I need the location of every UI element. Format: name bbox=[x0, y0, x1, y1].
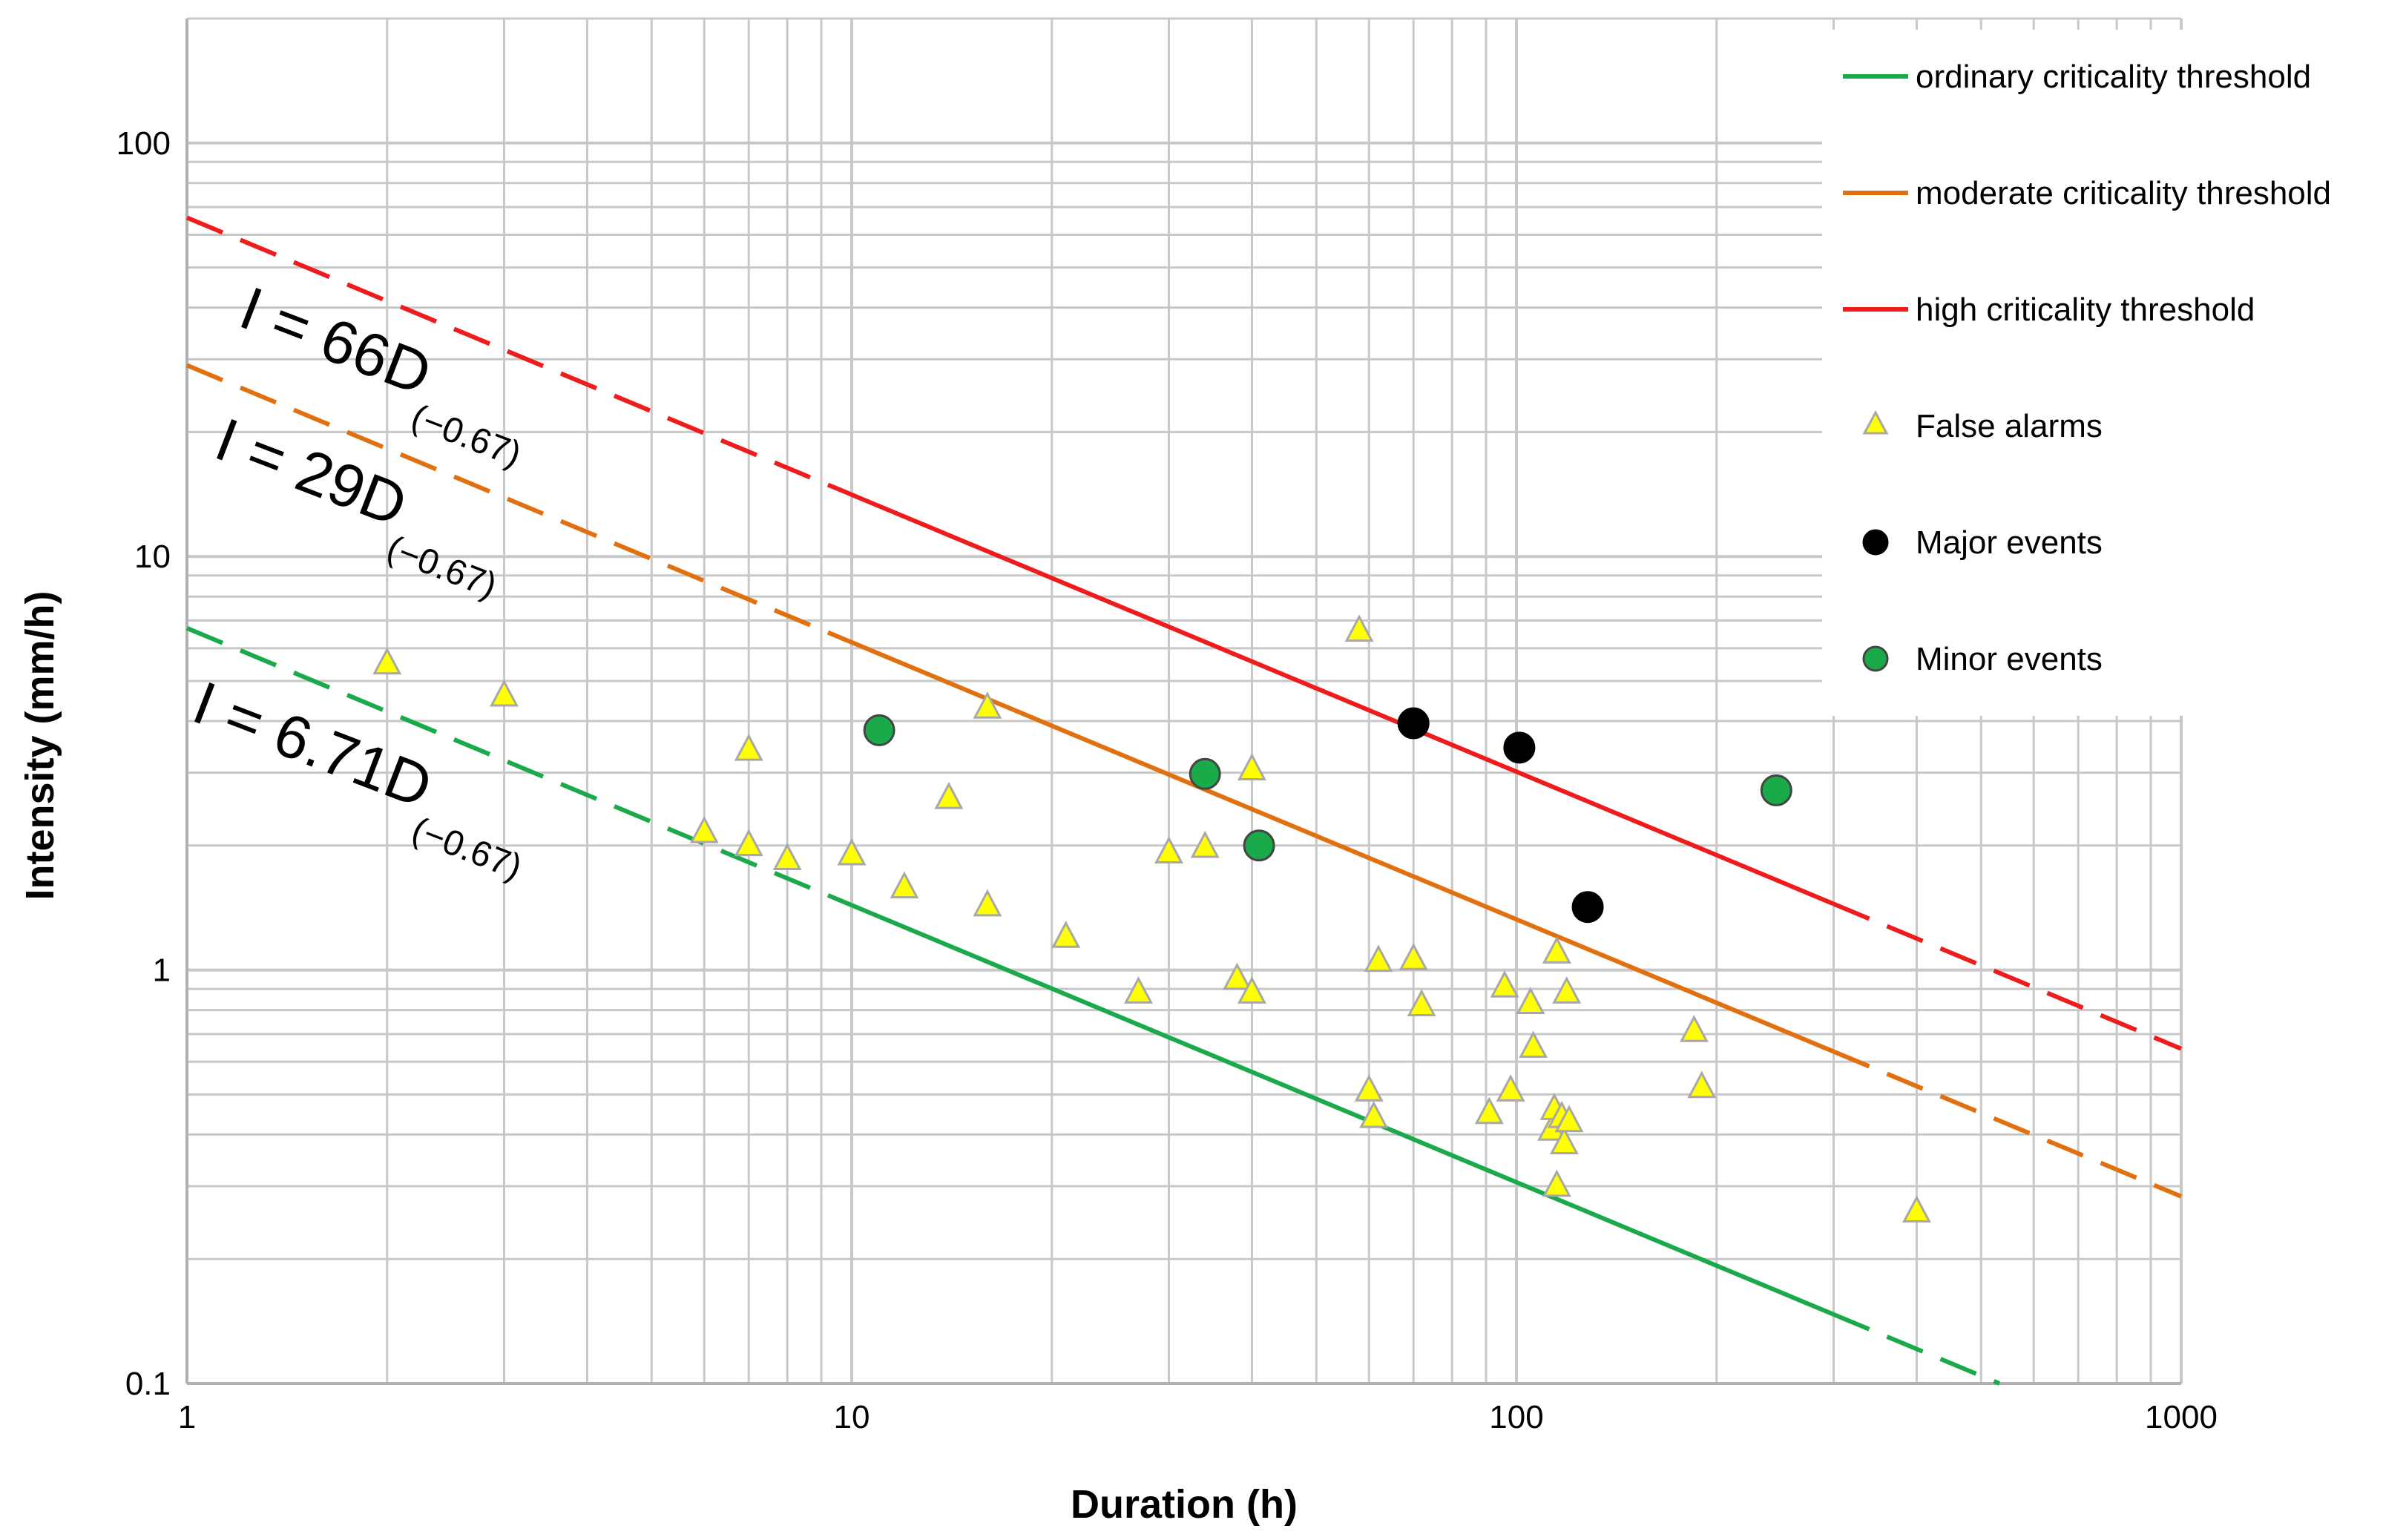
false-alarm-marker bbox=[1359, 1100, 1389, 1128]
legend-marker-false-alarms bbox=[1862, 409, 1889, 435]
false-alarm-marker bbox=[934, 781, 964, 809]
threshold-line-ordinary-solid bbox=[850, 903, 1835, 1317]
y-tick-label: 100 bbox=[116, 125, 171, 162]
minor-event-marker bbox=[1189, 757, 1221, 790]
threshold-line-moderate-dashed-right bbox=[1833, 1049, 2183, 1199]
false-alarm-marker bbox=[1496, 1074, 1525, 1102]
y-tick-label: 10 bbox=[134, 539, 171, 575]
false-alarm-marker bbox=[1154, 836, 1183, 863]
threshold-line-high-solid bbox=[850, 493, 1835, 906]
false-alarm-marker bbox=[1407, 989, 1436, 1016]
threshold-line-high-dashed-right bbox=[1833, 901, 2183, 1051]
threshold-lines bbox=[185, 215, 2183, 1386]
false-alarm-marker bbox=[1542, 1169, 1571, 1197]
false-alarm-marker bbox=[1344, 614, 1374, 642]
false-alarm-marker bbox=[734, 829, 763, 857]
threshold-line-ordinary-dashed-right bbox=[1833, 1312, 2001, 1386]
minor-event-marker bbox=[1760, 774, 1792, 806]
false-alarm-marker bbox=[1237, 753, 1266, 780]
false-alarm-marker bbox=[973, 691, 1002, 719]
false-alarm-marker bbox=[973, 889, 1002, 917]
x-tick-label: 100 bbox=[1489, 1399, 1543, 1435]
false-alarm-marker bbox=[1490, 970, 1519, 998]
legend-label-major-events: Major events bbox=[1916, 524, 2103, 561]
false-alarm-marker bbox=[1354, 1074, 1384, 1102]
threshold-line-moderate-solid bbox=[850, 640, 1835, 1054]
x-axis-title: Duration (h) bbox=[1071, 1482, 1298, 1527]
false-alarm-marker bbox=[1549, 1127, 1579, 1155]
legend-label-high: high criticality threshold bbox=[1916, 292, 2255, 328]
threshold-line-high-dashed-left bbox=[185, 215, 853, 497]
y-tick-label: 0.1 bbox=[125, 1366, 171, 1402]
false-alarm-marker bbox=[1474, 1096, 1504, 1125]
x-tick-label: 1000 bbox=[2145, 1399, 2218, 1435]
y-axis-title: Intensity (mm/h) bbox=[18, 590, 62, 900]
false-alarm-marker bbox=[1222, 962, 1252, 990]
legend-marker-major-events bbox=[1862, 529, 1889, 556]
data-markers bbox=[372, 614, 1931, 1223]
false-alarm-marker bbox=[1051, 921, 1081, 948]
threshold-line-moderate-dashed-left bbox=[185, 363, 853, 645]
legend-background bbox=[1822, 30, 2401, 716]
false-alarm-marker bbox=[1687, 1070, 1717, 1099]
legend-label-false-alarms: False alarms bbox=[1916, 408, 2103, 444]
false-alarm-marker bbox=[837, 838, 867, 866]
false-alarm-marker bbox=[1554, 1105, 1584, 1133]
legend-label-moderate: moderate criticality threshold bbox=[1916, 175, 2331, 211]
false-alarm-marker bbox=[1398, 943, 1428, 970]
false-alarm-marker bbox=[689, 815, 719, 843]
false-alarm-marker bbox=[1124, 976, 1153, 1004]
legend-marker-minor-events bbox=[1862, 645, 1889, 672]
minor-event-marker bbox=[863, 714, 895, 746]
false-alarm-marker bbox=[1902, 1195, 1931, 1223]
false-alarm-marker bbox=[1542, 936, 1571, 964]
false-alarm-marker bbox=[1237, 976, 1266, 1004]
false-alarm-marker bbox=[1364, 944, 1393, 973]
major-event-marker bbox=[1571, 891, 1604, 924]
x-tick-label: 10 bbox=[834, 1399, 870, 1435]
false-alarm-marker bbox=[1190, 830, 1220, 858]
y-tick-label: 1 bbox=[153, 952, 171, 989]
false-alarm-marker bbox=[734, 733, 763, 761]
legend: ordinary criticality threshold moderate … bbox=[1822, 30, 2401, 716]
legend-label-ordinary: ordinary criticality threshold bbox=[1916, 59, 2311, 95]
legend-label-minor-events: Minor events bbox=[1916, 641, 2103, 677]
false-alarm-marker bbox=[1679, 1015, 1709, 1042]
false-alarm-marker bbox=[1516, 987, 1545, 1015]
false-alarm-marker bbox=[772, 843, 802, 870]
false-alarm-marker bbox=[1519, 1030, 1548, 1059]
false-alarm-marker bbox=[890, 871, 919, 899]
major-event-marker bbox=[1397, 707, 1430, 740]
minor-event-marker bbox=[1243, 829, 1275, 862]
false-alarm-marker bbox=[1552, 976, 1582, 1004]
threshold-line-ordinary-dashed-left bbox=[185, 626, 853, 908]
false-alarm-marker bbox=[490, 679, 519, 707]
major-event-marker bbox=[1503, 731, 1536, 764]
x-tick-label: 1 bbox=[178, 1399, 196, 1435]
false-alarm-marker bbox=[372, 647, 402, 675]
